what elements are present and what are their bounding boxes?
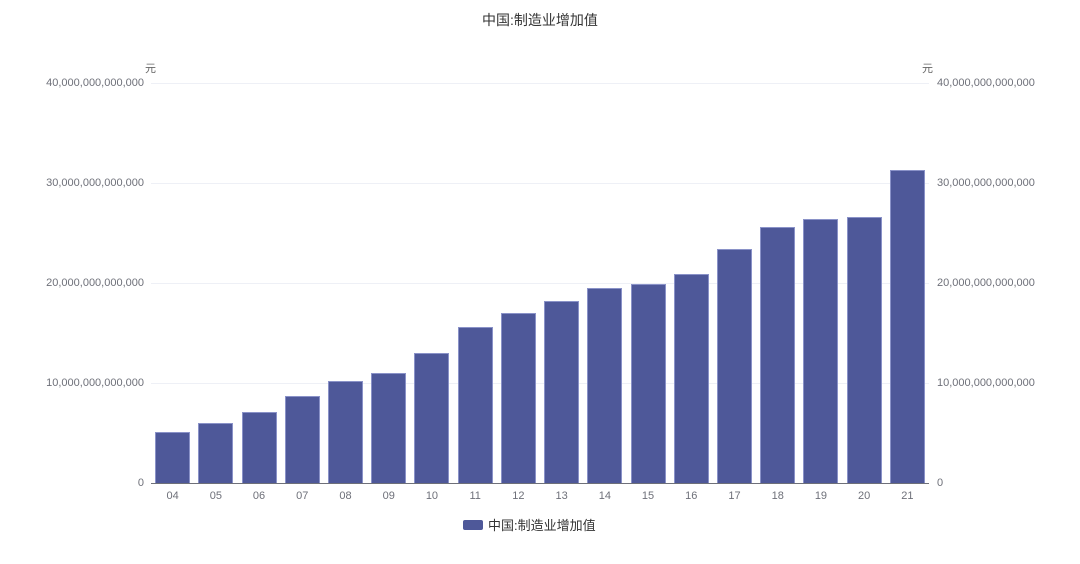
x-tick-label: 14 [598, 490, 611, 502]
left-y-tick-label: 30,000,000,000,000 [46, 177, 144, 189]
chart-title: 中国:制造业增加值 [482, 12, 598, 28]
x-tick-label: 15 [641, 490, 655, 502]
bar-06[interactable] [241, 412, 277, 483]
right-y-tick-label: 10,000,000,000,000 [937, 377, 1035, 389]
bar-04[interactable] [155, 431, 191, 483]
x-tick-label: 16 [685, 490, 698, 502]
x-tick-label: 08 [339, 490, 352, 502]
x-tick-label: 12 [512, 490, 525, 502]
legend-label: 中国:制造业增加值 [488, 518, 596, 533]
bar-21[interactable] [889, 170, 925, 483]
x-tick-label: 13 [555, 490, 568, 502]
x-tick-label: 10 [425, 490, 439, 502]
bar-20[interactable] [846, 217, 882, 483]
bar-05[interactable] [198, 423, 234, 483]
bar-07[interactable] [284, 396, 320, 483]
right-y-tick-label: 20,000,000,000,000 [937, 277, 1035, 289]
left-y-tick-label: 20,000,000,000,000 [46, 277, 144, 289]
x-tick-label: 09 [382, 490, 395, 502]
bar-13[interactable] [544, 301, 580, 483]
bar-19[interactable] [803, 219, 839, 483]
gridline [151, 283, 929, 284]
x-tick-label: 19 [814, 490, 828, 502]
x-axis-line [151, 483, 929, 484]
x-tick-label: 21 [901, 490, 914, 502]
bar-08[interactable] [328, 381, 363, 483]
left-y-unit: 元 [145, 63, 156, 75]
left-y-tick-label: 10,000,000,000,000 [46, 377, 144, 389]
bar-12[interactable] [500, 313, 536, 483]
bar-15[interactable] [630, 284, 666, 483]
gridline [151, 83, 929, 84]
bar-11[interactable] [457, 327, 493, 483]
x-tick-label: 18 [771, 490, 784, 502]
x-tick-label: 11 [469, 490, 481, 502]
right-y-tick-label: 0 [937, 477, 944, 489]
right-y-tick-label: 40,000,000,000,000 [937, 77, 1035, 89]
x-tick-label: 17 [728, 490, 741, 502]
bar-18[interactable] [760, 227, 796, 483]
right-y-unit: 元 [922, 63, 933, 75]
legend[interactable]: 中国:制造业增加值 [463, 515, 596, 534]
x-tick-label: 04 [166, 490, 179, 502]
bar-16[interactable] [673, 274, 709, 483]
right-y-tick-label: 30,000,000,000,000 [937, 177, 1035, 189]
gridline [151, 183, 929, 184]
left-y-tick-label: 0 [137, 477, 144, 489]
x-tick-label: 07 [296, 490, 309, 502]
bar-10[interactable] [414, 353, 450, 483]
x-tick-label: 20 [858, 490, 871, 502]
bar-14[interactable] [587, 288, 623, 483]
x-tick-label: 06 [252, 490, 266, 502]
gridline [151, 383, 929, 384]
legend-swatch-icon [463, 519, 483, 530]
x-tick-label: 05 [209, 490, 222, 502]
bar-09[interactable] [371, 373, 407, 483]
left-y-tick-label: 40,000,000,000,000 [46, 77, 144, 89]
bar-17[interactable] [717, 249, 752, 483]
